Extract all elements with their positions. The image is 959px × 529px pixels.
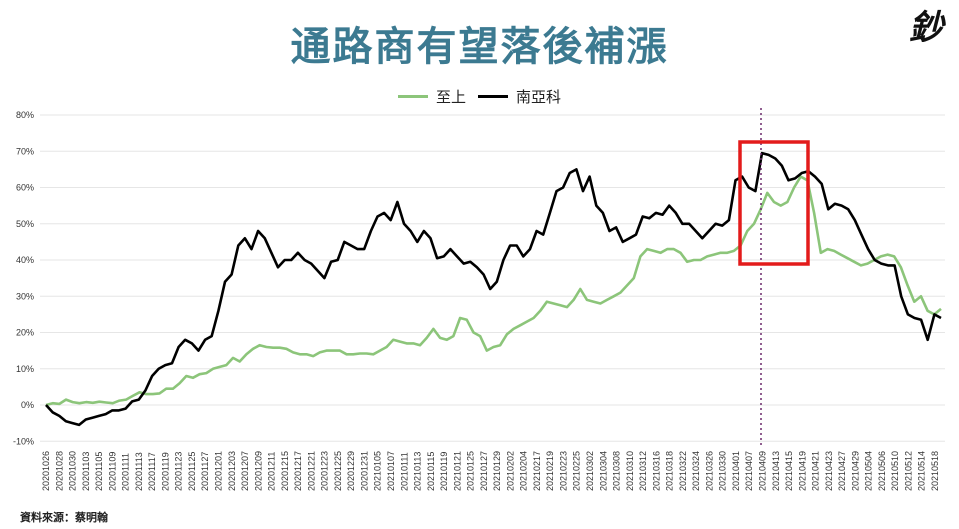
x-tick-label: 20210204: [519, 451, 529, 491]
y-tick-label: 60%: [16, 183, 34, 193]
x-tick-label: 20210510: [890, 451, 900, 491]
x-tick-label: 20201026: [41, 451, 51, 491]
chart-title: 通路商有望落後補漲: [290, 24, 669, 70]
logo: 鈔: [909, 8, 943, 42]
x-tick-label: 20201123: [174, 452, 184, 491]
y-tick-label: 10%: [16, 364, 34, 374]
x-tick-label: 20210312: [638, 451, 648, 491]
x-tick-label: 20210322: [678, 451, 688, 491]
x-tick-label: 20210415: [784, 451, 794, 491]
x-tick-label: 20210113: [413, 452, 423, 491]
x-tick-label: 20201217: [293, 451, 303, 491]
x-tick-label: 20210304: [598, 451, 608, 491]
x-tick-label: 20201225: [333, 451, 343, 491]
x-tick-label: 20210217: [532, 451, 542, 491]
highlight-box: [738, 140, 810, 266]
legend-item-green: 至上: [397, 86, 466, 107]
x-tick-label: 20210413: [771, 451, 781, 491]
x-tick-label: 20210219: [545, 451, 555, 491]
legend: 至上 南亞科: [0, 86, 959, 107]
legend-swatch-black: [478, 95, 508, 98]
y-tick-label: 0%: [21, 400, 34, 410]
x-tick-label: 20210125: [466, 451, 476, 491]
x-tick-label: 20210324: [691, 451, 701, 491]
x-tick-label: 20210419: [797, 451, 807, 491]
x-tick-label: 20210129: [492, 451, 502, 491]
x-tick-label: 20210105: [373, 451, 383, 491]
x-tick-label: 20201223: [320, 451, 330, 491]
x-tick-label: 20201117: [147, 452, 157, 491]
x-tick-label: 20210506: [877, 451, 887, 491]
x-tick-label: 20201119: [160, 452, 170, 491]
legend-label: 至上: [435, 88, 466, 106]
x-tick-label: 20201215: [280, 451, 290, 491]
x-tick-label: 20201111: [121, 453, 131, 491]
x-tick-label: 20201229: [346, 451, 356, 491]
x-tick-label: 20201203: [227, 451, 237, 491]
x-axis-labels: 20201026 20201028 20201030 20201103 20201105…: [41, 451, 940, 491]
x-tick-label: 20201201: [213, 451, 223, 491]
x-tick-label: 20201207: [240, 451, 250, 491]
x-tick-label: 20210302: [585, 451, 595, 491]
x-tick-label: 20201209: [253, 451, 263, 491]
x-tick-label: 20210127: [479, 451, 489, 491]
x-tick-label: 20210202: [505, 451, 515, 491]
x-tick-label: 20210308: [612, 451, 622, 491]
y-tick-label: 20%: [16, 328, 34, 338]
series-lines: [45, 151, 942, 427]
y-tick-label: -10%: [13, 436, 34, 446]
x-tick-label: 20210107: [386, 451, 396, 491]
legend-label: 南亞科: [516, 88, 562, 106]
y-tick-label: 30%: [16, 291, 34, 301]
series-line-black: [45, 151, 942, 427]
x-tick-label: 20210115: [426, 452, 436, 491]
x-tick-label: 20210429: [850, 451, 860, 491]
x-tick-label: 20210512: [903, 451, 913, 491]
x-tick-label: 20201221: [306, 451, 316, 491]
x-tick-label: 20201211: [267, 452, 277, 491]
x-tick-label: 20210330: [718, 451, 728, 491]
x-tick-label: 20210421: [811, 451, 821, 491]
x-tick-label: 20210318: [665, 451, 675, 491]
x-tick-label: 20210119: [439, 452, 449, 491]
x-tick-label: 20201103: [81, 452, 91, 491]
x-tick-label: 20201113: [134, 452, 144, 491]
x-tick-label: 20201028: [54, 451, 64, 491]
x-tick-label: 20210310: [625, 451, 635, 491]
x-tick-label: 20210121: [452, 451, 462, 491]
y-tick-label: 40%: [16, 255, 34, 265]
x-tick-label: 20210316: [651, 451, 661, 491]
series-line-green: [45, 175, 942, 407]
y-tick-label: 70%: [16, 146, 34, 156]
legend-swatch-green: [397, 95, 428, 98]
x-tick-label: 20210514: [917, 451, 927, 491]
x-tick-label: 20210223: [558, 451, 568, 491]
legend-item-black: 南亞科: [478, 86, 561, 107]
y-axis-labels: 80% 70% 60% 50% 40% 30% 20% 10% 0% -10%: [13, 110, 34, 446]
x-tick-label: 20201109: [107, 452, 117, 491]
y-tick-label: 50%: [16, 219, 34, 229]
x-tick-label: 20210518: [930, 451, 940, 491]
x-tick-label: 20210111: [399, 452, 409, 491]
x-tick-label: 20210326: [704, 451, 714, 491]
source-note: 資料來源：蔡明翰: [20, 511, 108, 524]
x-tick-label: 20201125: [187, 452, 197, 491]
x-tick-label: 20210409: [758, 451, 768, 491]
x-tick-label: 20210401: [731, 451, 741, 491]
x-tick-label: 20210504: [864, 451, 874, 491]
x-tick-label: 20210427: [837, 451, 847, 491]
y-tick-label: 80%: [16, 110, 34, 120]
x-tick-label: 20201030: [68, 451, 78, 491]
x-tick-label: 20201231: [359, 451, 369, 491]
x-tick-label: 20210407: [744, 451, 754, 491]
annotations: [738, 108, 810, 445]
x-tick-label: 20201127: [200, 452, 210, 491]
x-tick-label: 20201105: [94, 452, 104, 491]
x-tick-label: 20210423: [824, 451, 834, 491]
x-tick-label: 20210225: [572, 451, 582, 491]
